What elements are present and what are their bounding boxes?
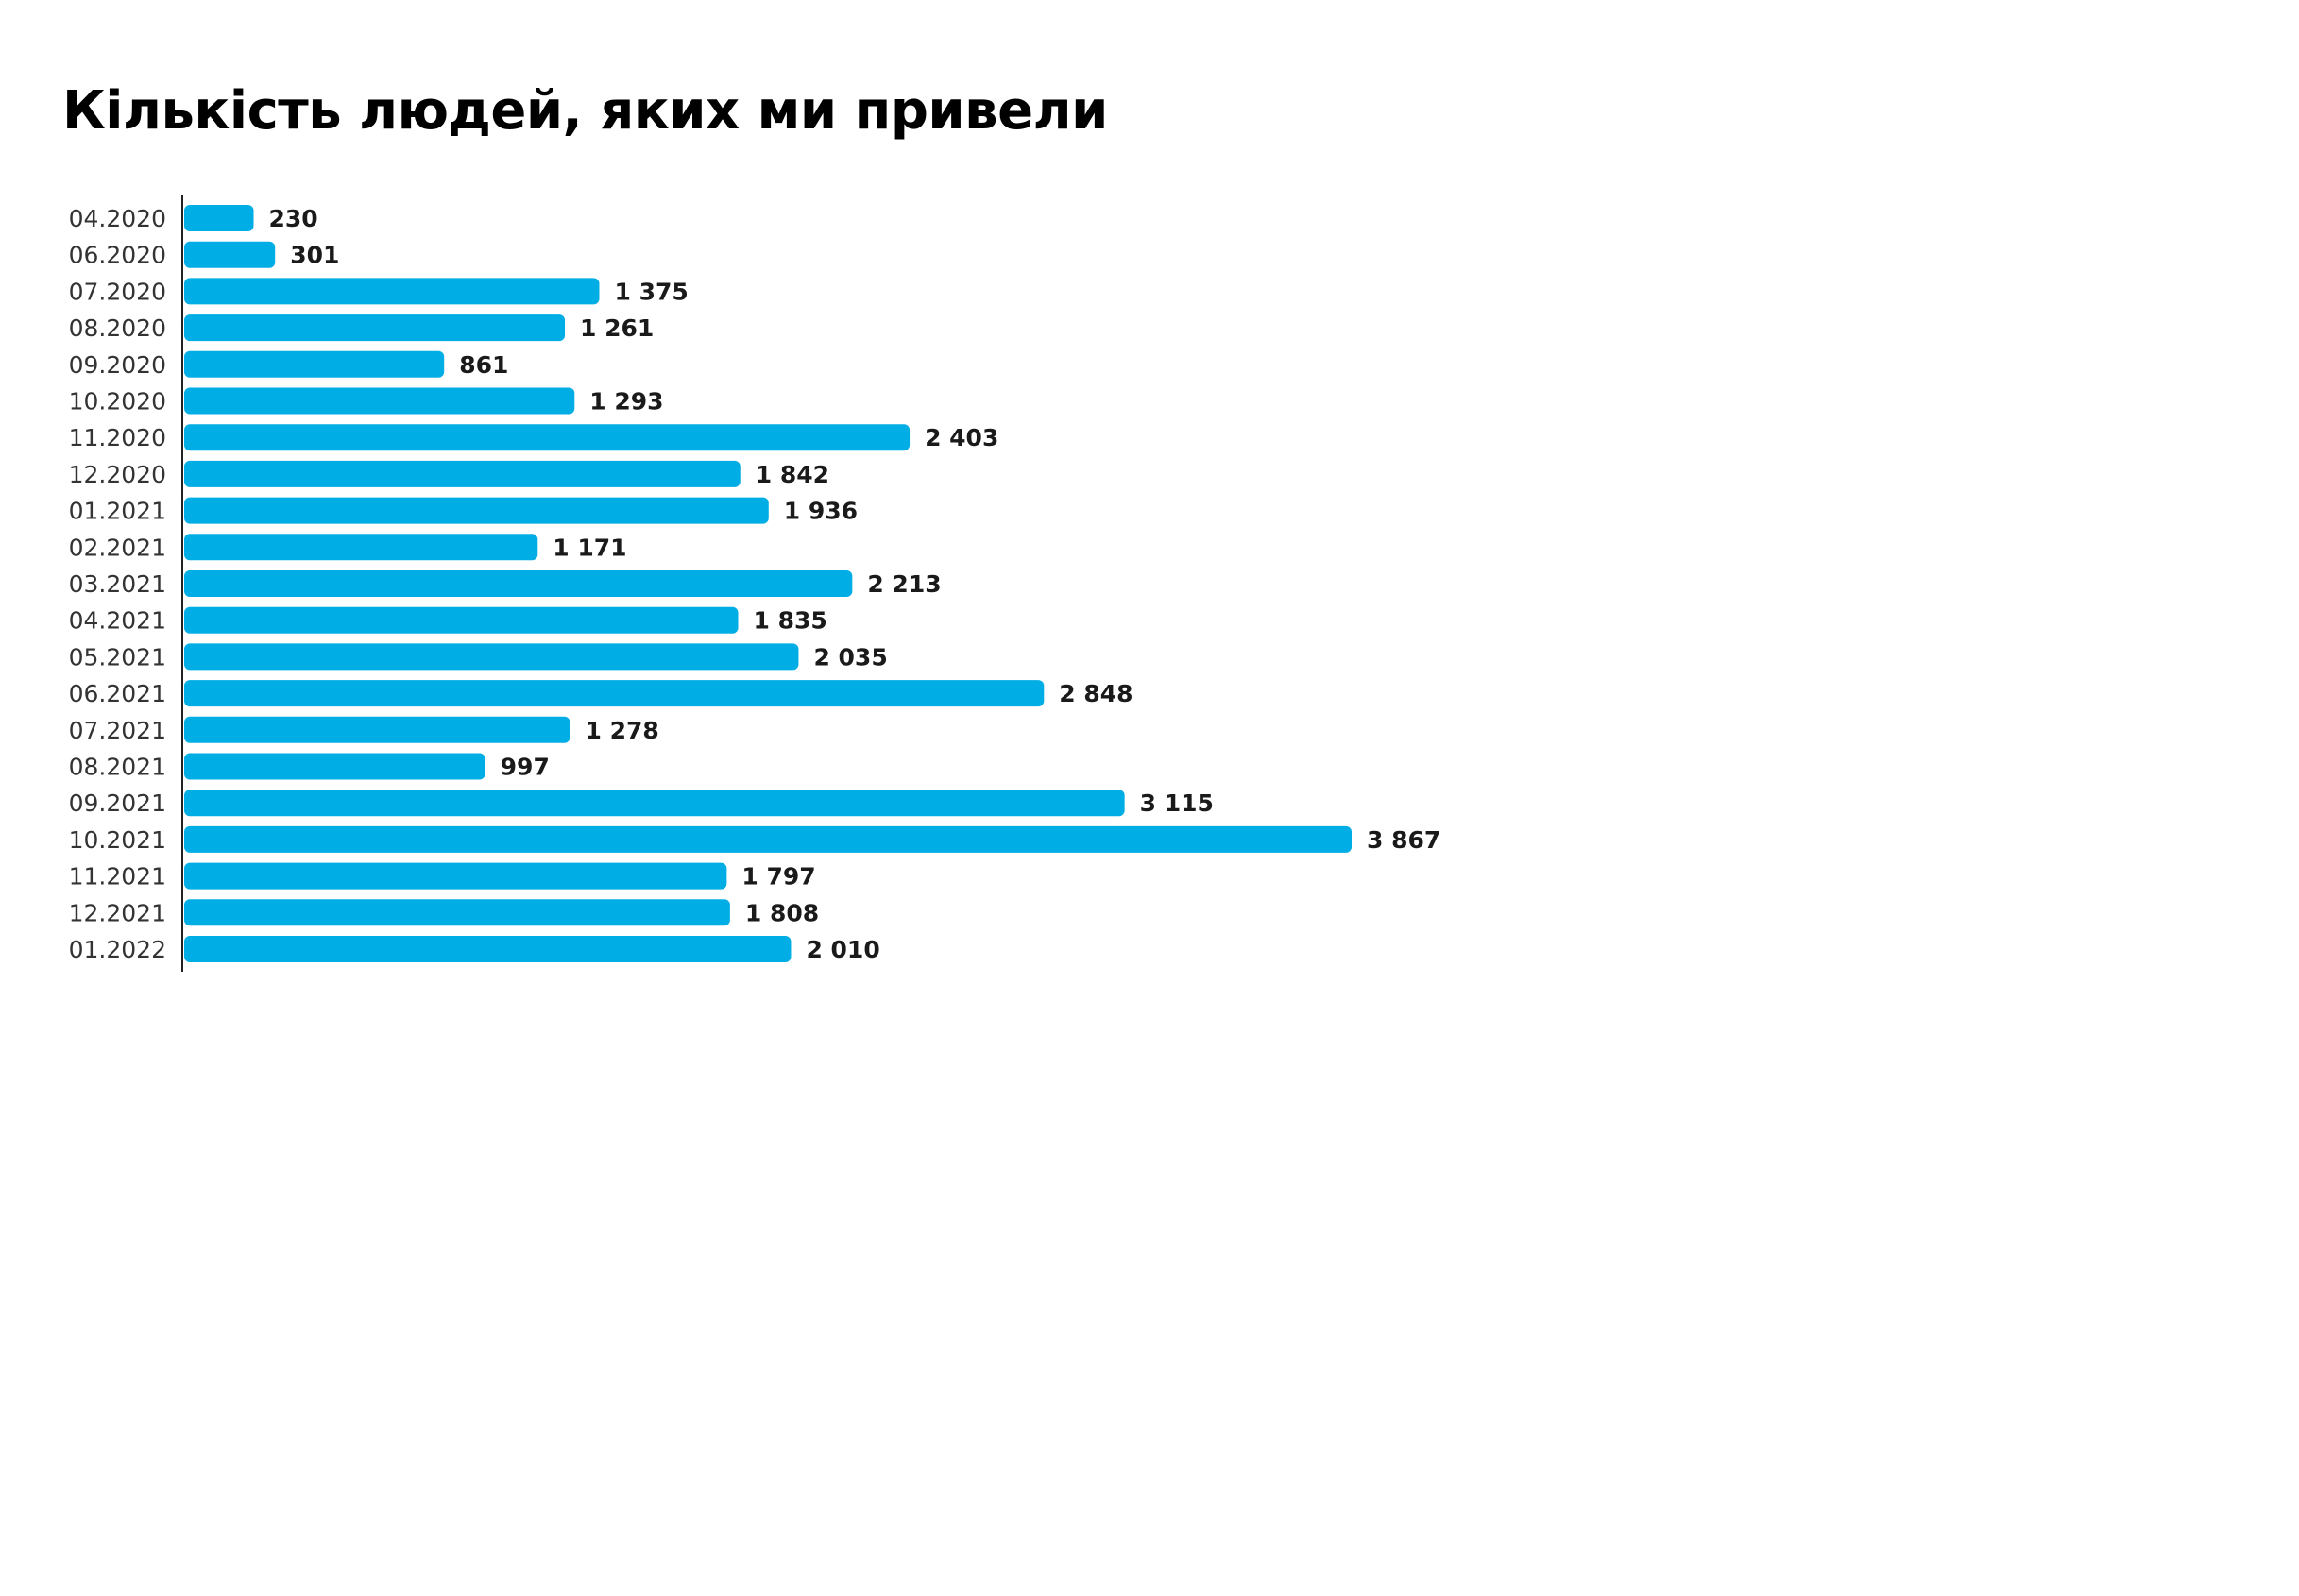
category-label: 05.2021 (69, 643, 166, 671)
category-label: 09.2020 (69, 351, 166, 379)
bar-03.2021 (184, 570, 853, 597)
bar-chart: 04.2020 230 06.2020 301 07.2020 1 375 08.2020 1… (69, 195, 1440, 972)
category-label: 10.2021 (69, 826, 166, 854)
category-label: 01.2022 (69, 936, 166, 963)
bar-10.2020 (184, 387, 575, 415)
category-label: 01.2021 (69, 498, 166, 525)
value-label: 230 (269, 205, 318, 232)
category-label: 07.2021 (69, 717, 166, 744)
category-label: 06.2021 (69, 680, 166, 707)
category-label: 03.2021 (69, 570, 166, 598)
value-label: 1 835 (754, 607, 827, 635)
value-label: 1 797 (741, 863, 815, 891)
bar-07.2020 (184, 278, 600, 305)
value-label: 3 115 (1140, 790, 1214, 817)
category-label: 10.2020 (69, 388, 166, 416)
value-label: 2 213 (867, 570, 941, 598)
value-label: 2 848 (1059, 680, 1132, 707)
chart-title: Кількість людей, яких ми привели (62, 80, 1108, 142)
category-label: 08.2020 (69, 314, 166, 342)
bar-09.2021 (184, 790, 1125, 817)
bar-05.2021 (184, 643, 799, 671)
category-label: 07.2020 (69, 278, 166, 305)
bar-07.2021 (184, 716, 570, 743)
value-label: 861 (459, 351, 508, 379)
value-label: 1 278 (585, 717, 658, 744)
bar-01.2021 (184, 497, 769, 524)
value-label: 1 808 (745, 899, 819, 926)
value-label: 997 (501, 754, 550, 781)
value-label: 1 936 (784, 498, 858, 525)
value-label: 1 171 (553, 534, 626, 561)
bar-08.2020 (184, 314, 566, 342)
bar-09.2020 (184, 350, 445, 378)
category-label: 11.2021 (69, 863, 166, 891)
category-label: 02.2021 (69, 534, 166, 561)
bar-06.2020 (184, 241, 276, 268)
bar-08.2021 (184, 753, 485, 780)
category-label: 09.2021 (69, 790, 166, 817)
category-label: 11.2020 (69, 424, 166, 451)
value-label: 2 010 (806, 936, 879, 963)
category-label: 04.2020 (69, 205, 166, 232)
bar-04.2021 (184, 606, 739, 634)
category-label: 12.2021 (69, 899, 166, 926)
category-label: 12.2020 (69, 461, 166, 488)
bar-12.2021 (184, 899, 730, 926)
value-label: 1 293 (589, 388, 663, 416)
bar-06.2021 (184, 680, 1045, 707)
bar-04.2020 (184, 205, 254, 231)
bar-12.2020 (184, 460, 741, 487)
bar-11.2020 (184, 424, 911, 451)
category-label: 06.2020 (69, 242, 166, 269)
value-label: 1 261 (580, 314, 654, 342)
category-label: 08.2021 (69, 754, 166, 781)
bar-01.2022 (184, 936, 792, 962)
category-label: 04.2021 (69, 607, 166, 635)
value-label: 3 867 (1367, 826, 1440, 854)
value-label: 2 035 (813, 643, 887, 671)
bar-11.2021 (184, 862, 727, 890)
value-label: 1 375 (614, 278, 688, 305)
value-label: 2 403 (925, 424, 998, 451)
value-label: 301 (290, 242, 339, 269)
bar-02.2021 (184, 534, 538, 561)
bar-10.2021 (184, 825, 1352, 853)
value-label: 1 842 (756, 461, 829, 488)
